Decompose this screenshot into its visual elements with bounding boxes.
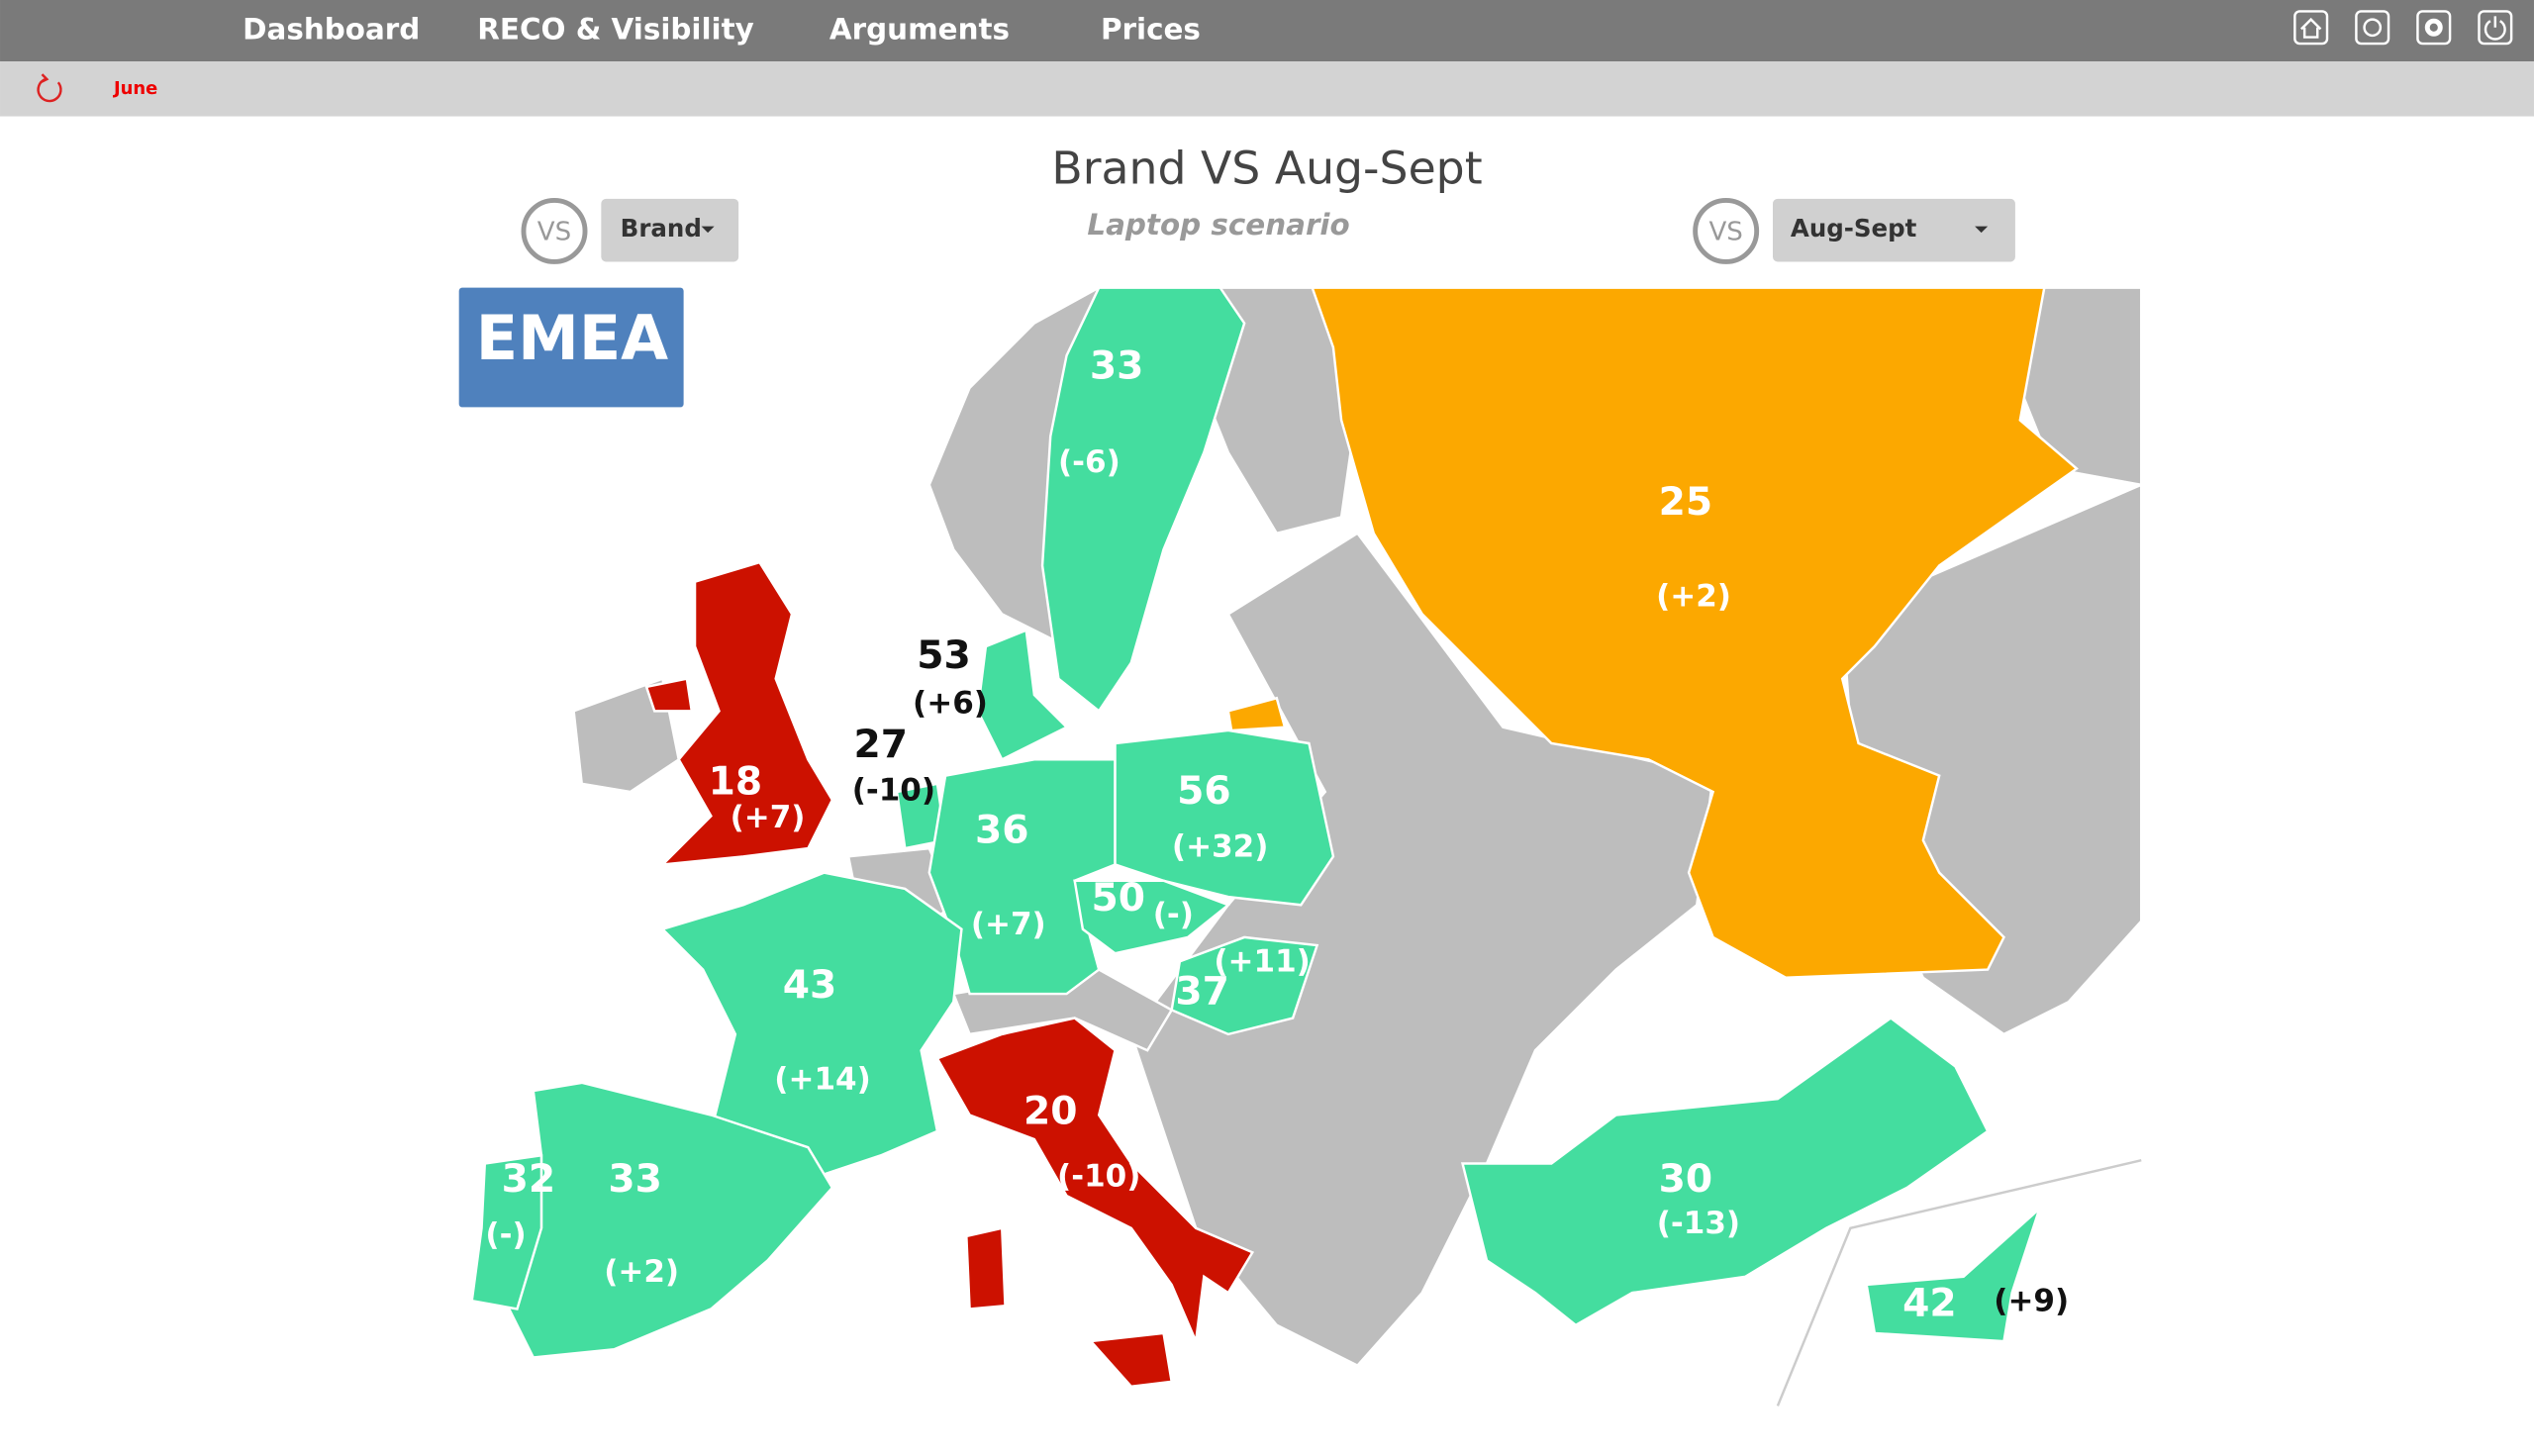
country-shape[interactable] [1088, 1331, 1174, 1389]
map [470, 285, 2143, 1407]
country-shape[interactable] [935, 1017, 1255, 1346]
country-value: 27 [854, 723, 909, 767]
country-value: 50 [1092, 876, 1146, 921]
region-badge [458, 287, 684, 408]
country-change: (-) [1153, 897, 1194, 932]
settings-button[interactable] [2416, 10, 2452, 46]
period-label[interactable]: June [113, 78, 157, 99]
country-shape[interactable] [965, 1226, 1007, 1310]
country-shape[interactable] [976, 628, 1069, 761]
country-shape[interactable] [927, 758, 1117, 996]
country-value: 20 [1023, 1089, 1078, 1133]
country-change: (+7) [971, 907, 1046, 942]
power-button[interactable] [2478, 10, 2513, 46]
country-value: 42 [1902, 1282, 1957, 1326]
country-change: (+14) [774, 1062, 870, 1098]
country-shape[interactable] [1114, 728, 1335, 907]
country-change: (+11) [1214, 944, 1310, 980]
inset-frame [1776, 1159, 2142, 1407]
country-value: 53 [917, 633, 971, 678]
dropdown-text: Aug-Sept [1791, 214, 1917, 243]
nav-item[interactable]: Arguments [829, 13, 1010, 47]
country-change: (-10) [1057, 1159, 1140, 1195]
country-value: 37 [1175, 970, 1229, 1015]
country-shape[interactable] [1073, 879, 1231, 955]
country-change: (+2) [604, 1254, 679, 1290]
country-change: (+9) [1994, 1283, 2069, 1318]
toolbar-icons [2293, 10, 2513, 46]
region-label: EMEA [476, 302, 668, 374]
country-shape[interactable] [470, 1153, 543, 1310]
dropdown[interactable] [1773, 198, 2015, 262]
help-icon [2363, 18, 2383, 38]
title: Brand VS Aug-Sept [1051, 143, 1482, 195]
country-change: (+7) [731, 800, 806, 835]
country-change: (+32) [1172, 829, 1268, 865]
gear-icon [2424, 18, 2443, 37]
country-shape[interactable] [1226, 696, 1287, 732]
subtitle: Laptop scenario [1087, 208, 1349, 242]
power-icon [2484, 16, 2506, 41]
home-icon [2300, 17, 2322, 39]
vs-badge [521, 197, 588, 264]
country-shape[interactable] [644, 677, 694, 713]
country-change: (-6) [1058, 444, 1121, 480]
country-shape[interactable] [1170, 935, 1319, 1036]
country-change: (-10) [852, 772, 935, 808]
nav-item[interactable]: Prices [1101, 13, 1201, 47]
country-value: 25 [1659, 480, 1713, 525]
country-value: 43 [783, 963, 837, 1008]
country-shape[interactable] [1865, 1205, 2042, 1343]
home-button[interactable] [2293, 10, 2329, 46]
caret [1975, 226, 1989, 234]
country-value: 56 [1177, 769, 1231, 814]
nav-item[interactable]: RECO & Visibility [477, 13, 754, 47]
country-value: 33 [1090, 344, 1144, 389]
dropdown[interactable] [601, 198, 739, 262]
country-value: 33 [608, 1157, 662, 1202]
vs-badge [1693, 197, 1760, 264]
dropdown-text: Brand [621, 214, 702, 243]
country-shape[interactable] [1460, 1017, 1990, 1327]
caret [701, 226, 715, 234]
country-shape[interactable] [1310, 286, 2079, 979]
country-change: (+6) [913, 685, 988, 721]
nav-item[interactable]: Dashboard [243, 13, 420, 47]
country-change: (+2) [1656, 579, 1731, 615]
country-shape[interactable] [660, 871, 963, 1182]
country-value: 36 [975, 808, 1029, 852]
help-button[interactable] [2355, 10, 2390, 46]
vs-text: VS [1708, 218, 1742, 247]
country-value: 32 [502, 1157, 556, 1202]
filter-bar [0, 61, 2534, 117]
country-shape[interactable] [1040, 286, 1246, 714]
top-bar [0, 0, 2534, 62]
vs-text: VS [537, 218, 571, 247]
country-change: (-13) [1657, 1206, 1740, 1241]
country-change: (-) [485, 1216, 526, 1252]
country-value: 18 [709, 759, 763, 804]
country-labels: 33 (-6) 25 (+2) 53 (+6) 27 (-10) 18 (+7)… [485, 344, 2069, 1326]
refresh-icon[interactable] [37, 73, 62, 103]
country-value: 30 [1659, 1157, 1713, 1202]
country-shape[interactable] [659, 560, 834, 867]
